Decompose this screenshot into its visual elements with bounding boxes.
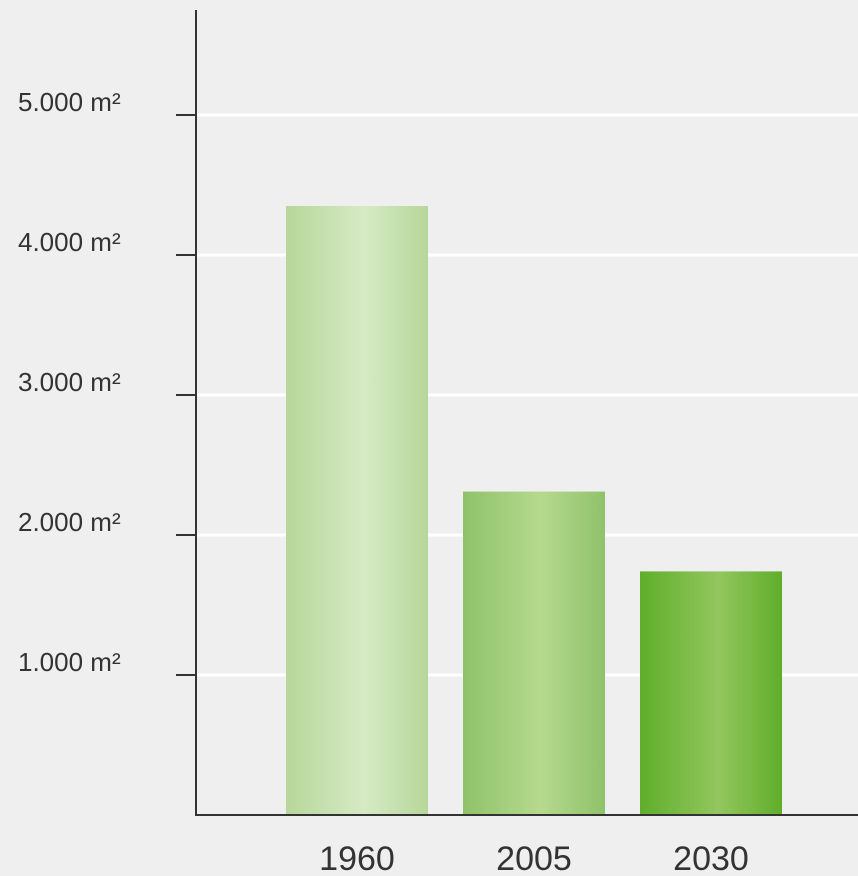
x-tick-label: 2030	[673, 840, 749, 876]
bar-2030	[640, 571, 782, 815]
bars	[286, 206, 782, 815]
axes	[176, 10, 858, 816]
y-tick-label: 1.000 m²	[18, 647, 121, 677]
y-tick-label: 3.000 m²	[18, 367, 121, 397]
y-tick-label: 4.000 m²	[18, 227, 121, 257]
x-tick-label: 1960	[319, 840, 395, 876]
bar-1960	[286, 206, 428, 815]
y-tick-label: 5.000 m²	[18, 87, 121, 117]
y-tick-label: 2.000 m²	[18, 507, 121, 537]
x-tick-label: 2005	[496, 840, 572, 876]
bar-2005	[463, 491, 605, 815]
labels: 1.000 m² 2.000 m² 3.000 m² 4.000 m² 5.000 m²…	[18, 87, 749, 876]
